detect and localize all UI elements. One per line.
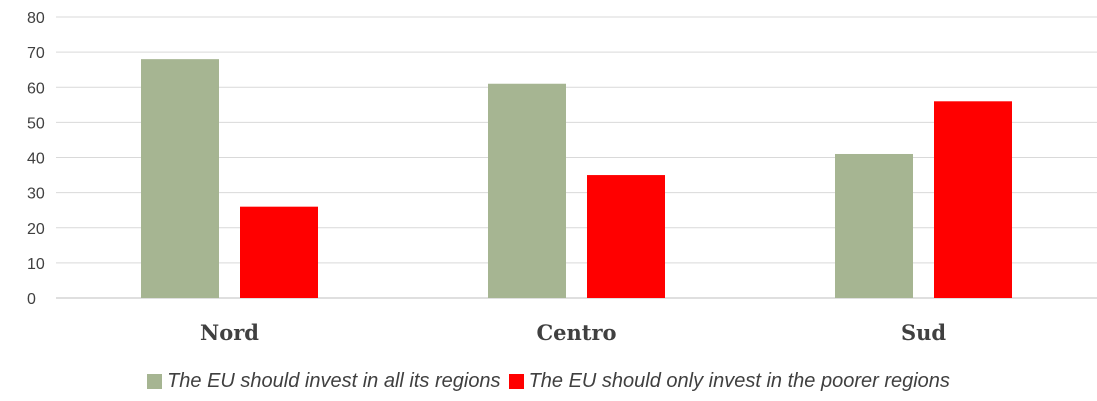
y-tick-label: 10 [27, 256, 45, 273]
gridlines [56, 16, 1097, 299]
y-tick-label: 70 [27, 45, 45, 62]
legend-swatch-series-1 [147, 374, 163, 389]
legend-label-series-2: The EU should only invest in the poorer … [528, 370, 950, 392]
y-tick-label: 40 [27, 151, 45, 168]
category-label-sud: Sud [901, 320, 946, 345]
y-tick-label: 80 [27, 10, 45, 27]
y-axis-ticks: 0 10 20 30 40 50 60 70 80 [27, 10, 45, 308]
bar-centro-series-1 [488, 83, 566, 298]
category-labels: Nord Centro Sud [200, 320, 946, 345]
category-label-centro: Centro [536, 320, 616, 345]
bar-sud-series-1 [835, 153, 913, 298]
category-label-nord: Nord [200, 320, 259, 345]
y-tick-label: 0 [27, 291, 36, 308]
bar-nord-series-2 [240, 206, 318, 298]
legend: The EU should invest in all its regions … [0, 370, 1097, 393]
legend-swatch-series-2 [508, 374, 524, 389]
bar-sud-series-2 [934, 101, 1012, 298]
legend-item-series-2: The EU should only invest in the poorer … [508, 370, 950, 393]
legend-label-series-1: The EU should invest in all its regions [167, 370, 501, 392]
y-tick-label: 20 [27, 221, 45, 238]
y-tick-label: 30 [27, 186, 45, 203]
bar-centro-series-2 [587, 175, 665, 298]
y-tick-label: 50 [27, 115, 45, 132]
y-tick-label: 60 [27, 80, 45, 97]
legend-item-series-1: The EU should invest in all its regions [147, 370, 501, 393]
bars [141, 59, 1012, 299]
bar-chart: 0 10 20 30 40 50 60 70 80 Nord Centro Sud [27, 10, 1097, 345]
bar-nord-series-1 [141, 59, 219, 299]
